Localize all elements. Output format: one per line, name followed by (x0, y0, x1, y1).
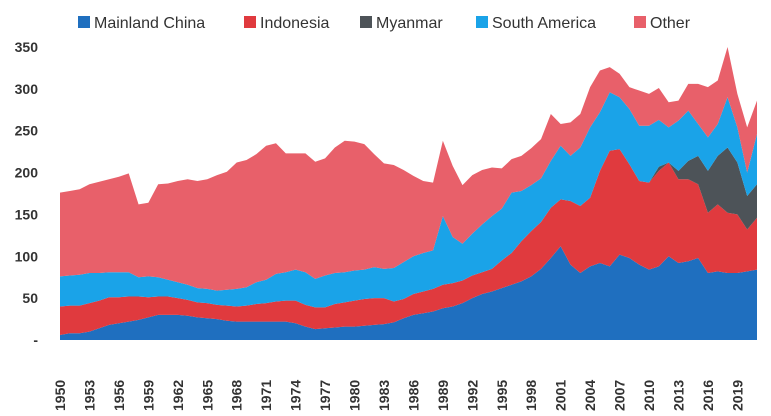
x-tick-label: 2016 (700, 380, 716, 411)
legend-label: Mainland China (94, 15, 205, 32)
legend: Mainland China Indonesia Myanmar South Amer… (78, 15, 691, 32)
legend-item-mainland-china: Mainland China (78, 15, 205, 32)
x-tick-label: 1998 (523, 380, 539, 411)
x-tick-label: 1974 (288, 380, 304, 411)
x-tick-label: 2001 (553, 380, 569, 411)
x-tick-label: 1968 (229, 380, 245, 411)
plot-areas (60, 47, 757, 340)
x-tick-label: 1977 (317, 380, 333, 411)
x-tick-label: 1980 (347, 380, 363, 411)
x-tick-label: 1986 (405, 380, 421, 411)
x-tick-label: 1989 (435, 380, 451, 411)
x-tick-label: 1953 (81, 380, 97, 411)
x-tick-label: 1956 (111, 380, 127, 411)
x-tick-label: 1992 (464, 380, 480, 411)
legend-label: Other (650, 15, 691, 32)
y-tick-label: 350 (15, 39, 39, 55)
x-tick-label: 1995 (494, 380, 510, 411)
x-tick-label: 2013 (670, 380, 686, 411)
legend-item-myanmar: Myanmar (360, 15, 443, 32)
y-axis-ticks: - 50 100 150 200 250 300 350 (15, 39, 39, 348)
legend-swatch (360, 16, 372, 28)
legend-item-south-america: South America (476, 15, 596, 32)
y-tick-label: 100 (15, 248, 39, 264)
y-tick-label: 250 (15, 123, 39, 139)
legend-item-indonesia: Indonesia (244, 15, 329, 32)
x-tick-label: 1962 (170, 380, 186, 411)
area-indonesia (60, 149, 757, 335)
y-tick-label: 50 (22, 290, 38, 306)
x-tick-label: 1971 (258, 380, 274, 411)
x-tick-label: 2019 (729, 380, 745, 411)
x-tick-label: 2007 (612, 380, 628, 411)
x-axis-ticks: 1950 1953 1956 1959 1962 1965 1968 1971 1974 1977… (52, 380, 745, 411)
legend-swatch (476, 16, 488, 28)
x-tick-label: 1983 (376, 380, 392, 411)
y-tick-label: 300 (15, 81, 39, 97)
area-myanmar (60, 147, 757, 308)
legend-item-other: Other (634, 15, 691, 32)
legend-swatch (78, 16, 90, 28)
x-tick-label: 2010 (641, 380, 657, 411)
legend-swatch (634, 16, 646, 28)
legend-label: Myanmar (376, 15, 443, 32)
x-tick-label: 2004 (582, 380, 598, 411)
x-tick-label: 1950 (52, 380, 68, 411)
area-mainland-china (60, 246, 757, 340)
area-other (60, 47, 757, 291)
area-south-america (60, 92, 757, 308)
legend-label: Indonesia (260, 15, 329, 32)
x-tick-label: 1965 (199, 380, 215, 411)
y-tick-label: 200 (15, 165, 39, 181)
x-tick-label: 1959 (140, 380, 156, 411)
y-tick-label: 150 (15, 206, 39, 222)
y-tick-label: - (33, 332, 38, 348)
legend-swatch (244, 16, 256, 28)
legend-label: South America (492, 15, 596, 32)
